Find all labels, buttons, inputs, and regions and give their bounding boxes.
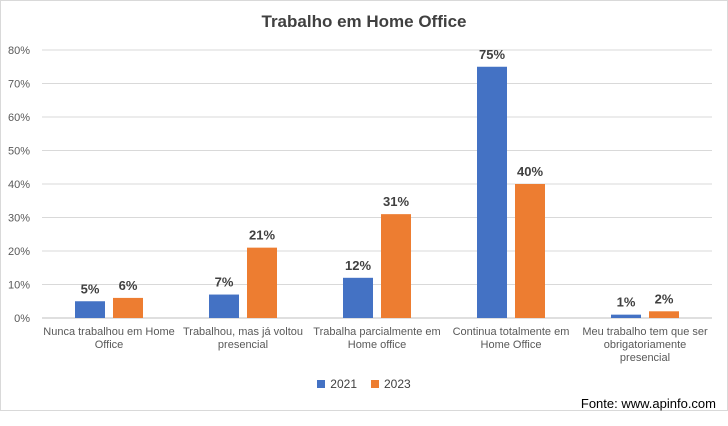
bar-2023-2 <box>381 214 411 318</box>
x-tick-label: Office <box>95 339 124 351</box>
y-tick-label: 60% <box>8 112 30 124</box>
x-tick-label: Continua totalmente em <box>453 326 570 338</box>
x-tick-label: Home office <box>348 339 407 351</box>
legend-swatch-2021 <box>317 380 326 388</box>
bar-2021-3 <box>477 66 507 318</box>
bar-2021-0 <box>75 301 105 318</box>
y-tick-label: 20% <box>8 246 30 258</box>
data-label: 75% <box>479 47 505 62</box>
x-tick-label: presencial <box>620 352 670 364</box>
bar-2021-2 <box>343 277 373 318</box>
y-tick-label: 0% <box>14 313 30 325</box>
legend-label-2021: 2021 <box>330 377 357 391</box>
y-tick-label: 30% <box>8 213 30 225</box>
data-label: 2% <box>655 291 674 306</box>
bar-2023-0 <box>113 297 143 318</box>
x-tick-label: Trabalhou, mas já voltou <box>183 326 303 338</box>
source-note: Fonte: www.apinfo.com <box>580 396 716 411</box>
x-tick-label: Meu trabalho tem que ser <box>582 326 708 338</box>
bar-2021-4 <box>611 314 641 318</box>
chart-frame <box>0 0 728 411</box>
data-label: 7% <box>215 275 234 290</box>
x-tick-label: Trabalha parcialmente em <box>313 326 440 338</box>
y-tick-label: 50% <box>8 146 30 158</box>
y-tick-label: 40% <box>8 179 30 191</box>
chart-title: Trabalho em Home Office <box>261 12 467 31</box>
legend-item-2023: 2023 <box>371 377 411 391</box>
bar-2023-3 <box>515 184 545 318</box>
data-label: 5% <box>81 281 100 296</box>
data-label: 1% <box>617 295 636 310</box>
x-tick-label: Nunca trabalhou em Home <box>43 326 174 338</box>
data-label: 12% <box>345 258 371 273</box>
y-tick-label: 80% <box>8 45 30 57</box>
legend-swatch-2023 <box>371 380 379 388</box>
bar-2021-1 <box>209 294 239 318</box>
legend-item-2021: 2021 <box>317 377 357 391</box>
chart-legend: 2021 2023 <box>0 377 728 391</box>
legend-label-2023: 2023 <box>384 377 411 391</box>
data-label: 6% <box>119 278 138 293</box>
data-label: 31% <box>383 194 409 209</box>
bar-2023-4 <box>649 311 679 318</box>
x-tick-label: Home Office <box>481 339 542 351</box>
data-label: 40% <box>517 164 543 179</box>
y-tick-label: 10% <box>8 280 30 292</box>
y-tick-label: 70% <box>8 79 30 91</box>
data-label: 21% <box>249 228 275 243</box>
x-tick-label: obrigatoriamente <box>604 339 687 351</box>
x-tick-label: presencial <box>218 339 268 351</box>
bar-2023-1 <box>247 247 277 318</box>
